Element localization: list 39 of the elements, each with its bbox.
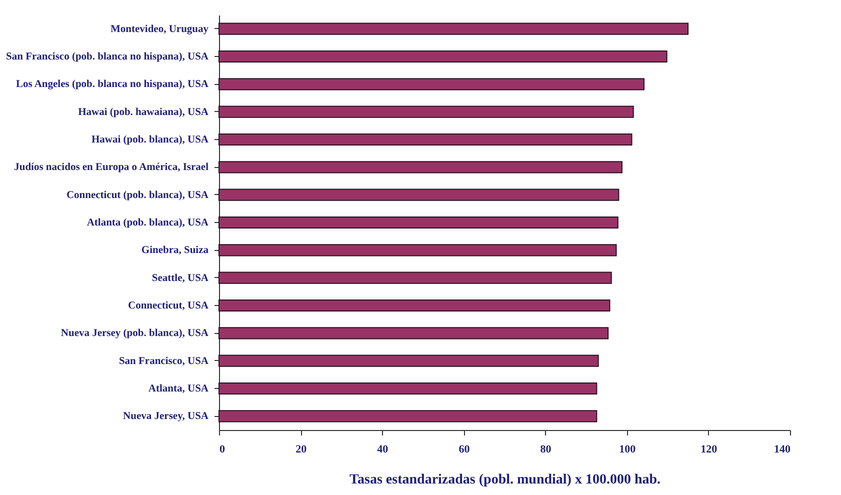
bar <box>218 327 609 340</box>
y-tick-label: Hawai (pob. hawaiana), USA <box>78 106 209 118</box>
x-tick-label: 100 <box>619 444 636 456</box>
bar <box>218 272 612 284</box>
x-tick-label: 40 <box>377 444 389 456</box>
y-tick-label: Seattle, USA <box>152 272 209 284</box>
bar <box>218 244 617 256</box>
bar <box>218 106 634 118</box>
x-tick-label: 0 <box>220 444 226 456</box>
x-tick-label: 20 <box>296 444 308 456</box>
x-tick-label: 140 <box>774 444 791 456</box>
y-tick-label: Connecticut (pob. blanca), USA <box>66 190 209 201</box>
y-tick-label: Judíos nacidos en Europa o América, Israel <box>14 162 209 174</box>
bar <box>218 161 622 174</box>
bar <box>218 410 598 422</box>
bar <box>218 299 610 312</box>
bar <box>218 382 598 395</box>
y-tick-label: Atlanta (pob. blanca), USA <box>86 218 209 228</box>
y-tick-label: Montevideo, Uruguay <box>110 24 210 35</box>
y-tick-label: Connecticut, USA <box>128 300 209 312</box>
y-tick-label: Atlanta, USA <box>148 384 209 394</box>
x-tick-label: 80 <box>540 444 552 456</box>
y-tick-label: Hawai (pob. blanca), USA <box>92 134 209 146</box>
bar <box>218 50 668 63</box>
y-tick-label: San Francisco, USA <box>118 356 209 367</box>
x-axis-title: Tasas estandarizadas (pobl. mundial) x 100.000 hab. <box>349 472 661 488</box>
bar <box>218 188 620 201</box>
x-tick-label: 120 <box>700 444 718 456</box>
y-tick-label: Nueva Jersey, USA <box>123 411 209 422</box>
y-tick-label: Los Angeles (pob. blanca no hispana), USA <box>16 79 209 90</box>
y-tick-label: San Francisco (pob. blanca no hispana), USA <box>6 52 209 62</box>
bar <box>218 22 689 35</box>
bar <box>218 78 644 90</box>
x-tick-label: 60 <box>458 444 470 456</box>
y-tick-label: Nueva Jersey (pob. blanca), USA <box>60 328 209 340</box>
y-tick-label: Ginebra, Suiza <box>141 245 210 256</box>
bar <box>218 216 618 229</box>
bar <box>218 354 599 367</box>
bar <box>218 133 632 146</box>
